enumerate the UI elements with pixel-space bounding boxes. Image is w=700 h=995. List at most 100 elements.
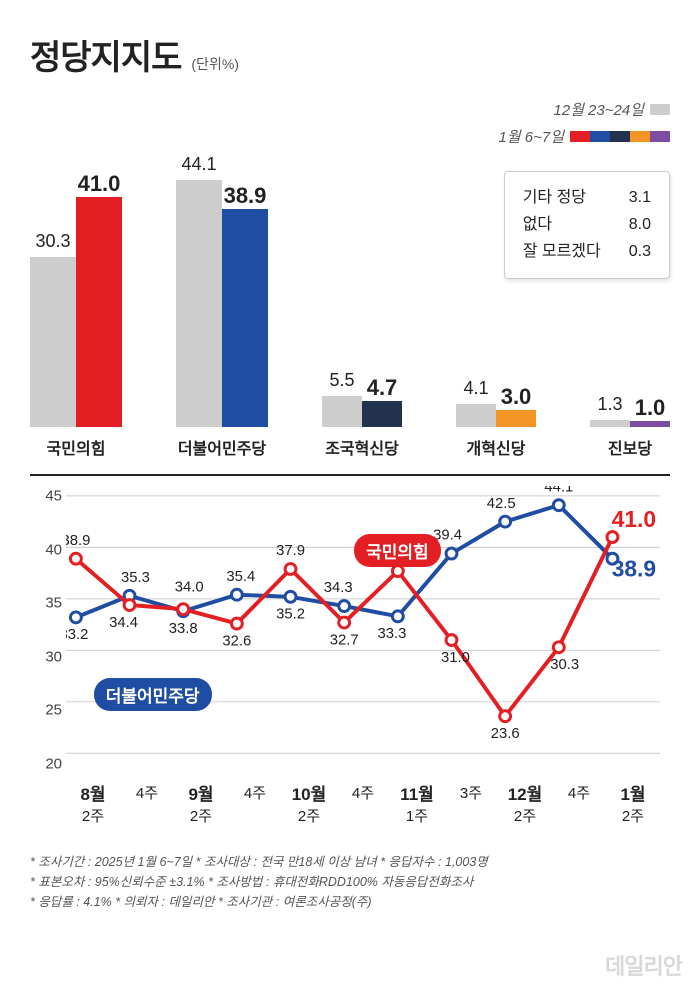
x-tick-label: 3주 [444,784,498,826]
bar-group: 30.341.0 [30,197,122,427]
series-point [124,600,135,611]
series-point [607,532,618,543]
y-tick-label: 25 [45,702,62,719]
x-tick-label: 4주 [228,784,282,826]
y-tick-label: 40 [45,541,62,558]
bar-prev: 5.5 [322,396,362,427]
bar-group: 44.138.9 [176,180,268,427]
x-tick-label: 9월2주 [174,784,228,826]
series-point [178,604,189,615]
point-label: 33.3 [377,626,406,642]
point-label: 34.3 [324,580,353,596]
y-tick-label: 30 [45,648,62,665]
end-label: 41.0 [612,506,656,532]
point-label: 37.7 [391,545,420,561]
x-tick-label: 4주 [120,784,174,826]
bar-prev: 4.1 [456,404,496,427]
x-tick-label: 1월2주 [606,784,660,826]
bar-category-label: 더불어민주당 [176,435,268,459]
series-point [285,591,296,602]
series-point [553,500,564,511]
bar-prev: 30.3 [30,257,76,427]
point-label: 42.5 [487,496,516,512]
point-label: 33.2 [66,627,88,643]
bar-group: 4.13.0 [456,404,536,427]
bar-curr: 41.0 [76,197,122,427]
series-point [70,612,81,623]
series-point [446,548,457,559]
bar-prev-value: 4.1 [463,378,488,399]
series-point [392,611,403,622]
x-tick-label: 4주 [336,784,390,826]
x-tick-label: 12월2주 [498,784,552,826]
bar-group: 5.54.7 [322,396,402,427]
bar-curr-value: 4.7 [367,375,398,401]
point-label: 35.3 [121,570,150,586]
page-title: 정당지지도 [30,30,181,79]
bar-curr-value: 41.0 [78,171,121,197]
bar-curr: 1.0 [630,421,670,427]
series-point [446,635,457,646]
point-label: 34.0 [175,579,204,595]
y-tick-label: 35 [45,595,62,612]
series-point [231,589,242,600]
series-point [553,642,564,653]
point-label: 37.9 [276,543,305,559]
legend-prev-label: 12월 23~24일 [553,99,644,120]
bar-category-label: 조국혁신당 [322,435,402,459]
line-chart-svg: 38.9 34.4 34.0 32.6 37.9 32.7 37.7 31.0 23.6 30.3… [66,486,660,763]
swatch-prev [650,104,670,115]
point-label: 38.9 [66,533,90,549]
bar-category-label: 국민의힘 [30,435,122,459]
x-tick-label: 4주 [552,784,606,826]
point-label: 44.1 [544,486,573,495]
x-tick-label: 10월2주 [282,784,336,826]
bar-category-label: 개혁신당 [456,435,536,459]
series-point [70,553,81,564]
footer-line: * 응답률 : 4.1% * 의뢰자 : 데일리안 * 조사기관 : 여론조사공… [30,892,670,912]
bar-prev: 1.3 [590,420,630,427]
y-tick-label: 45 [45,488,62,505]
line-chart: 20 25 30 35 40 45 38.9 34.4 34.0 32.6 37.9 32.7 37.… [30,474,670,844]
footer-line: * 조사기간 : 2025년 1월 6~7일 * 조사대상 : 전국 만18세 … [30,852,670,872]
series-point [339,617,350,628]
point-label: 30.3 [550,657,579,673]
point-label: 35.2 [276,607,305,623]
x-tick-label: 11월1주 [390,784,444,826]
bar-curr: 3.0 [496,410,536,427]
y-tick-label: 20 [45,755,62,772]
bar-curr-value: 38.9 [224,183,267,209]
point-label: 39.4 [433,528,462,544]
x-tick-label: 8월2주 [66,784,120,826]
bar-chart: 12월 23~24일 1월 6~7일 기타 정당3.1없다8.0잘 모르겠다0.… [30,99,670,459]
bar-curr-value: 3.0 [501,384,532,410]
bar-prev-value: 44.1 [181,154,216,175]
point-label: 32.7 [330,632,359,648]
survey-details: * 조사기간 : 2025년 1월 6~7일 * 조사대상 : 전국 만18세 … [30,852,670,912]
watermark: 데일리안 [605,949,682,981]
unit-label: (단위%) [191,54,239,74]
end-label: 38.9 [612,556,656,582]
series-point [500,516,511,527]
bar-curr-value: 1.0 [635,395,666,421]
bar-curr: 38.9 [222,209,268,427]
bar-prev-value: 1.3 [597,394,622,415]
bar-curr: 4.7 [362,401,402,427]
series-point [500,711,511,722]
point-label: 32.6 [222,633,251,649]
footer-line: * 표본오차 : 95%신뢰수준 ±3.1% * 조사방법 : 휴대전화RDD1… [30,872,670,892]
point-label: 23.6 [491,726,520,742]
series-point [231,618,242,629]
series-point [285,564,296,575]
bar-prev-value: 5.5 [329,370,354,391]
series-point [339,601,350,612]
point-label: 34.4 [109,615,138,631]
bar-prev: 44.1 [176,180,222,427]
point-label: 33.8 [169,621,198,637]
series-point [392,566,403,577]
point-label: 31.0 [441,650,470,666]
bar-prev-value: 30.3 [35,231,70,252]
bar-category-label: 진보당 [590,435,670,459]
point-label: 35.4 [226,569,255,585]
bar-group: 1.31.0 [590,420,670,427]
